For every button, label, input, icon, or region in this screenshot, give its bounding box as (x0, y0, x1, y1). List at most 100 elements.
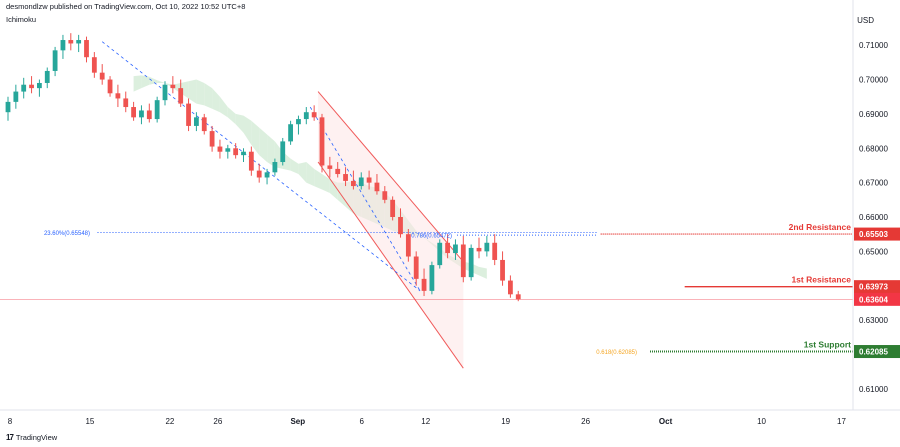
cloud-segment (479, 266, 487, 279)
candle (264, 168, 270, 185)
candle-body (484, 242, 490, 252)
candle-body (225, 148, 231, 152)
candle-body (311, 112, 317, 118)
level-name: 2nd Resistance (789, 222, 852, 232)
axes: 0.71000 0.70000 0.69000 0.68000 0.67000 0.660… (0, 0, 900, 426)
candle (37, 79, 42, 97)
candle-body (29, 84, 34, 89)
candle-body (445, 242, 450, 254)
candle-body (264, 172, 270, 178)
candle-body (131, 107, 136, 118)
cloud-segment (188, 79, 197, 104)
candle (29, 76, 34, 94)
indicator-label: Ichimoku (6, 15, 37, 24)
candle-body (99, 72, 105, 80)
candle (139, 105, 144, 125)
y-tick-label: 0.71000 (859, 41, 888, 50)
candle (146, 103, 152, 123)
candle-body (280, 141, 286, 163)
candle (5, 96, 11, 121)
candle-body (492, 242, 498, 260)
level-price-label: 0.63973 (859, 283, 888, 292)
candle-body (296, 119, 301, 125)
candle-body (390, 199, 396, 217)
candle-body (170, 84, 176, 89)
current-price-tag (854, 292, 900, 306)
candle (492, 234, 498, 266)
candle-body (476, 247, 482, 252)
candle-body (335, 168, 341, 175)
cloud-segment (290, 158, 299, 175)
candle (311, 105, 317, 121)
candle-body (327, 165, 333, 169)
candle-body (107, 79, 113, 94)
candle-body (248, 151, 254, 171)
x-tick-label: 10 (757, 417, 766, 426)
candle (303, 107, 309, 125)
candle-body (209, 131, 215, 147)
candle (44, 67, 50, 89)
cloud-segment (149, 76, 158, 85)
cloud-segment (235, 113, 244, 133)
candle-body (303, 112, 309, 120)
candle (398, 208, 403, 238)
candle-body (288, 124, 293, 142)
candle-body (194, 117, 199, 126)
candle-body (162, 84, 168, 101)
tradingview-logo-icon: 17 (6, 433, 14, 442)
fib-label: 0.618(0.62085) (596, 350, 637, 356)
candle-body (358, 177, 364, 187)
candle (201, 113, 207, 135)
candle (115, 84, 121, 108)
candle (248, 146, 254, 176)
cloud-segment (251, 120, 260, 156)
candle (319, 113, 325, 173)
cloud-segment (141, 75, 150, 89)
candle-body (154, 100, 160, 120)
candle (52, 46, 58, 77)
footer: 17 TradingView (6, 433, 57, 442)
candle-body (468, 247, 474, 278)
candle-body (186, 103, 191, 126)
candle (68, 33, 74, 51)
cloud-segment (157, 80, 165, 83)
candle-body (272, 162, 278, 173)
x-tick-label: 22 (165, 417, 174, 426)
candle (217, 139, 223, 159)
candle (209, 125, 215, 152)
candle (468, 244, 474, 281)
candle-body (68, 40, 74, 44)
candle (154, 96, 160, 123)
candle (453, 239, 458, 260)
candles (5, 33, 521, 302)
x-tick-label: 19 (501, 417, 510, 426)
candle (460, 235, 466, 283)
level-name: 1st Resistance (791, 275, 851, 285)
candle-body (413, 256, 419, 279)
level-labels: 2nd Resistance 0.65503 1st Resistance 0.639… (44, 222, 900, 359)
candle-body (146, 110, 152, 120)
candle-body (460, 244, 466, 278)
candle-body (201, 117, 207, 132)
candle (343, 167, 348, 187)
y-tick-label: 0.63000 (859, 316, 888, 325)
cloud-segment (219, 96, 228, 118)
current-price-label: 0.63604 (859, 295, 888, 304)
candle-body (178, 88, 184, 104)
candle (13, 84, 19, 109)
channel-upper-line (317, 91, 464, 262)
candle-body (256, 170, 262, 178)
candle-body (91, 57, 97, 73)
cloud-segment (212, 88, 220, 113)
level-price-tag (854, 345, 900, 359)
candle-body (398, 217, 403, 235)
cloud-segment (196, 79, 205, 106)
candle (366, 170, 372, 190)
fib-label: 0.786(0.65472) (411, 234, 452, 240)
channel-lower-line (317, 161, 464, 369)
candle (241, 148, 246, 163)
candle-body (60, 40, 66, 51)
candle-body (37, 82, 42, 89)
y-tick-label: 0.67000 (859, 179, 888, 188)
